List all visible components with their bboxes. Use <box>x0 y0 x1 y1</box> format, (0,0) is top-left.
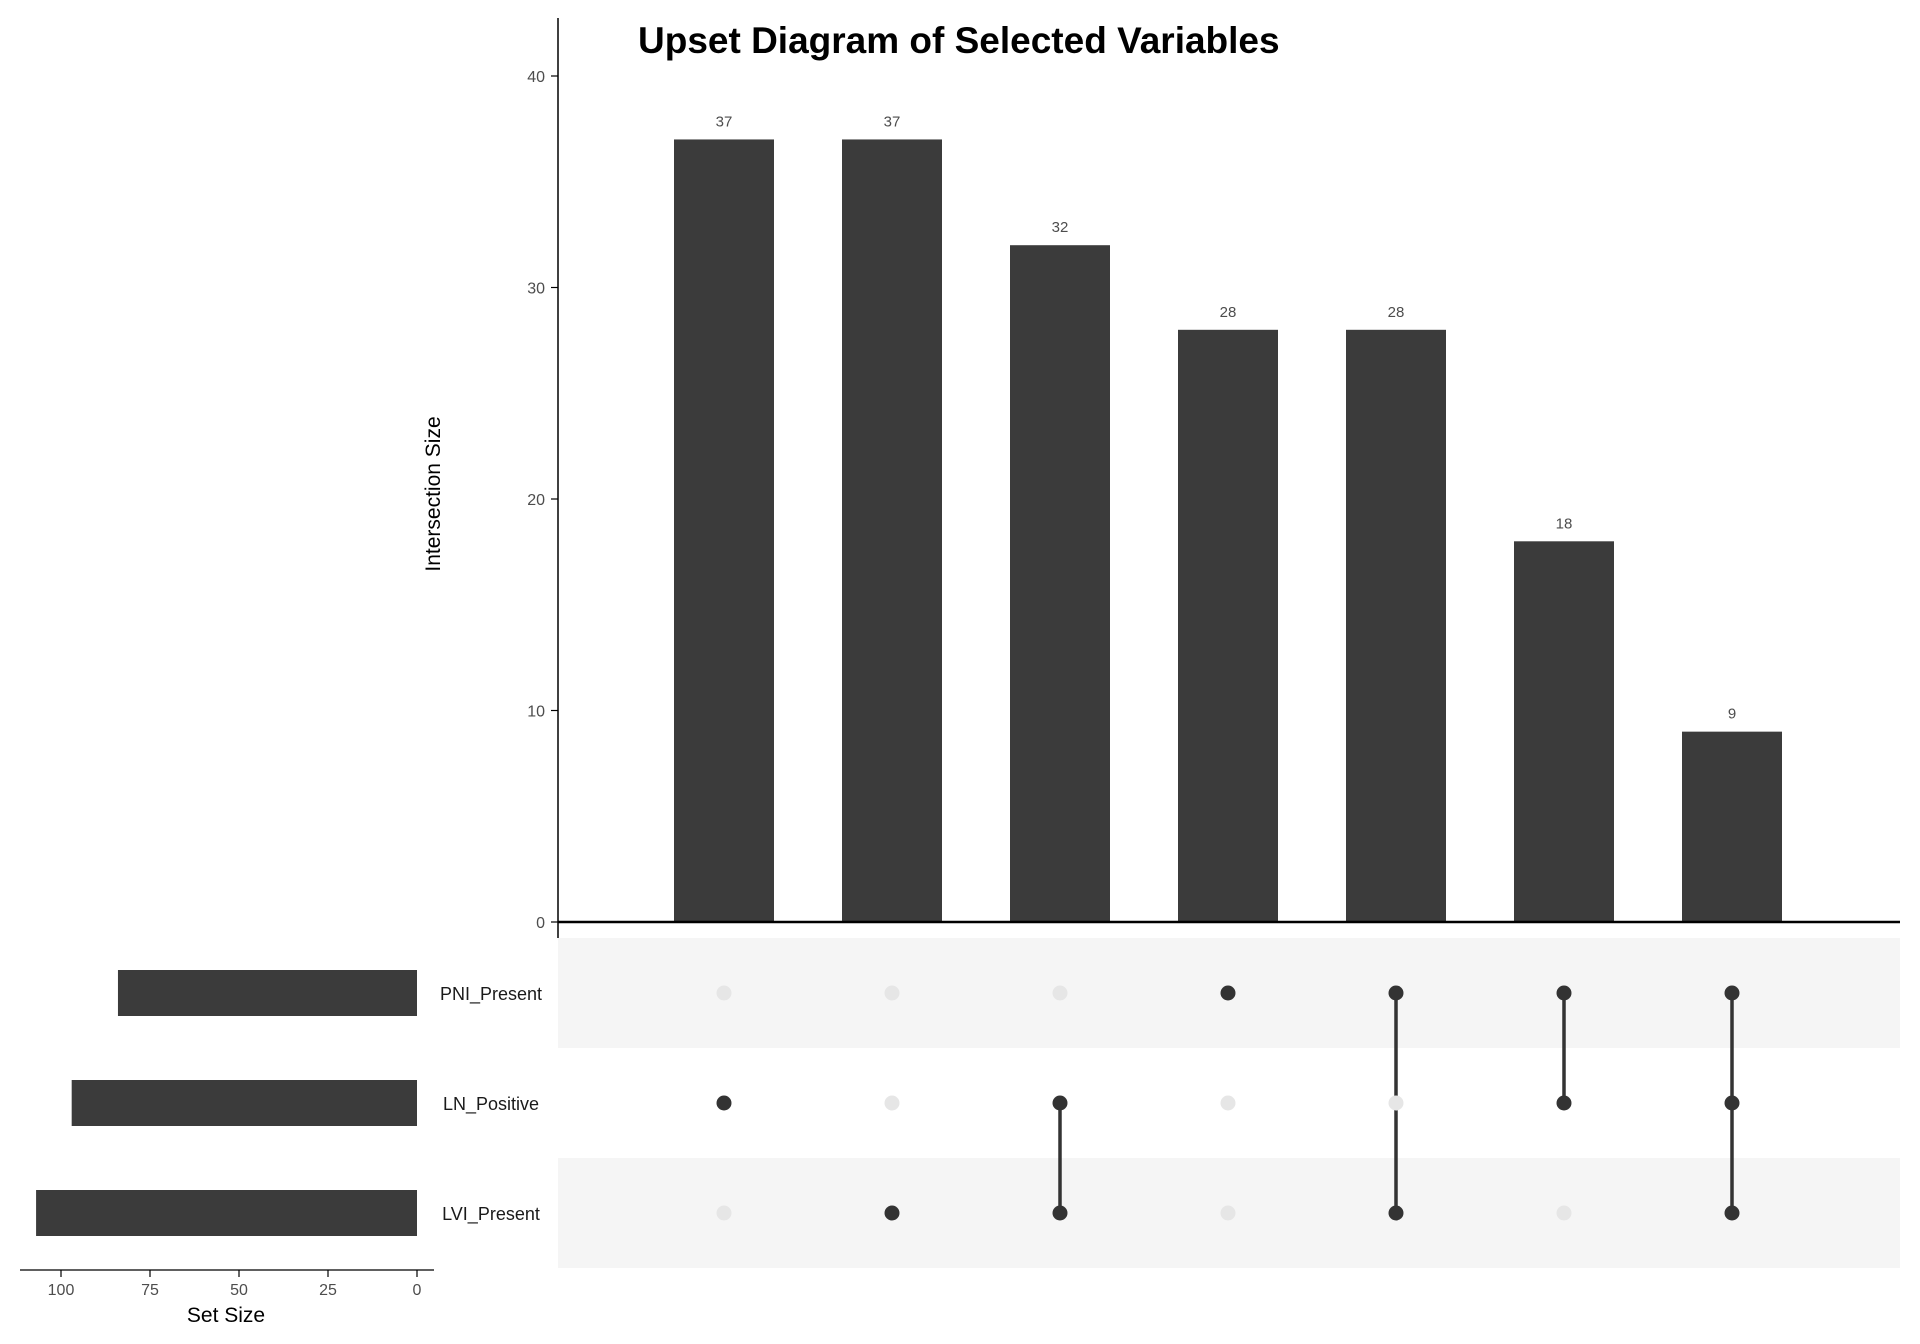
intersection-bar-label: 9 <box>1728 706 1736 723</box>
matrix-dot-inactive <box>1388 1095 1404 1111</box>
y-tick-label: 10 <box>527 704 545 721</box>
intersection-bar-label: 32 <box>1052 219 1069 236</box>
y-tick-label: 0 <box>536 915 545 932</box>
intersection-bar-label: 37 <box>716 113 733 130</box>
y-tick-label: 40 <box>527 69 545 86</box>
intersection-bar <box>1178 329 1278 922</box>
matrix-dot-active <box>1724 985 1740 1001</box>
y-tick-label: 20 <box>527 492 545 509</box>
intersection-bar-label: 28 <box>1388 304 1405 321</box>
set-name-label: PNI_Present <box>440 984 542 1005</box>
y-axis-label: Intersection Size <box>422 416 445 571</box>
set-size-bar <box>71 1080 418 1126</box>
intersection-bar-label: 18 <box>1556 515 1573 532</box>
intersection-bar <box>842 139 942 922</box>
intersection-bar <box>674 139 774 922</box>
matrix-dot-inactive <box>1556 1205 1572 1221</box>
set-size-tick-label: 25 <box>319 1282 337 1299</box>
set-size-axis-label: Set Size <box>187 1304 265 1327</box>
intersection-bar <box>1514 541 1614 922</box>
intersection-bar-label: 28 <box>1220 304 1237 321</box>
set-size-bar <box>36 1190 418 1236</box>
matrix-dot-active <box>1052 1205 1068 1221</box>
matrix-dot-inactive <box>1220 1205 1236 1221</box>
set-size-tick-label: 75 <box>141 1282 159 1299</box>
chart-title: Upset Diagram of Selected Variables <box>638 20 1280 61</box>
set-name-label: LVI_Present <box>442 1204 540 1225</box>
matrix-dot-active <box>1388 985 1404 1001</box>
intersection-bar-label: 37 <box>884 113 901 130</box>
matrix-dot-active <box>1556 1095 1572 1111</box>
matrix-dot-active <box>1724 1095 1740 1111</box>
matrix-dot-active <box>1556 985 1572 1001</box>
set-size-tick-label: 100 <box>48 1282 75 1299</box>
matrix-dot-active <box>1388 1205 1404 1221</box>
set-size-tick-label: 50 <box>230 1282 248 1299</box>
matrix-dot-active <box>1724 1205 1740 1221</box>
matrix-dot-active <box>716 1095 732 1111</box>
set-size-bar <box>117 970 418 1016</box>
matrix-dot-active <box>884 1205 900 1221</box>
matrix-dot-inactive <box>716 985 732 1001</box>
matrix-dot-inactive <box>884 985 900 1001</box>
matrix-dot-inactive <box>884 1095 900 1111</box>
matrix-dot-inactive <box>716 1205 732 1221</box>
matrix-dot-inactive <box>1052 985 1068 1001</box>
matrix-dot-inactive <box>1220 1095 1236 1111</box>
intersection-bar <box>1010 245 1110 922</box>
set-size-tick-label: 0 <box>413 1282 422 1299</box>
set-name-label: LN_Positive <box>443 1094 539 1115</box>
matrix-dot-active <box>1052 1095 1068 1111</box>
y-tick-label: 30 <box>527 281 545 298</box>
intersection-bar <box>1346 329 1446 922</box>
intersection-bar <box>1682 731 1782 922</box>
matrix-dot-active <box>1220 985 1236 1001</box>
